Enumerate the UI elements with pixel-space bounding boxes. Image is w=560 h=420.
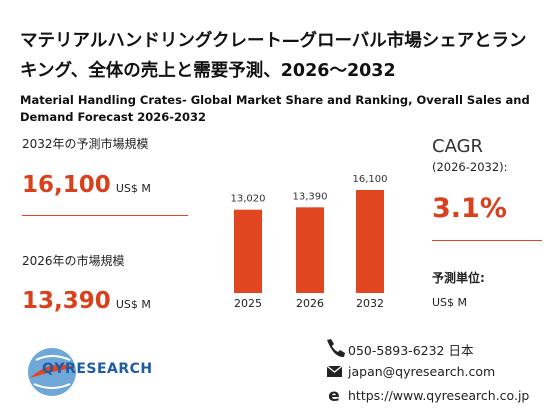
stat-value: 16,100: [22, 172, 111, 198]
stat-label: 2026年の市場規模: [22, 254, 125, 268]
bar: [356, 190, 384, 293]
value-label: 13,020: [231, 194, 266, 205]
cagr-period: (2026-2032):: [432, 160, 508, 174]
unit: US$ M: [432, 296, 468, 309]
cagr-value: 3.1%: [432, 193, 507, 224]
stat-unit: US$ M: [115, 182, 151, 195]
divider: [22, 215, 188, 216]
stat-unit: US$ M: [115, 298, 151, 311]
divider: [432, 240, 542, 241]
phone: 050-5893-6232 日本: [348, 343, 474, 358]
unit-label: 予測単位:: [432, 271, 485, 285]
cagr-label: CAGR: [432, 136, 484, 157]
email: japan@qyresearch.com: [348, 364, 496, 379]
stat-label: 2032年の予測市場規模: [22, 137, 149, 151]
title: マテリアルハンドリングクレート—グローバル市場シェアとランキング、全体の売上と需…: [20, 31, 527, 81]
bar: [234, 209, 262, 293]
web-icon: e: [328, 386, 340, 406]
bar: [296, 207, 324, 293]
value-label: 13,390: [293, 191, 328, 202]
website: https://www.qyresearch.co.jp: [348, 388, 530, 403]
x-tick-label: 2026: [296, 297, 324, 310]
stat-value: 13,390: [22, 288, 111, 314]
value-label: 16,100: [353, 174, 388, 185]
x-tick-label: 2032: [356, 297, 384, 310]
logo-text: QYRESEARCH: [42, 361, 153, 377]
x-tick-label: 2025: [234, 297, 262, 310]
phone-icon: [327, 339, 345, 358]
subtitle: Material Handling Crates- Global Market …: [20, 93, 530, 124]
